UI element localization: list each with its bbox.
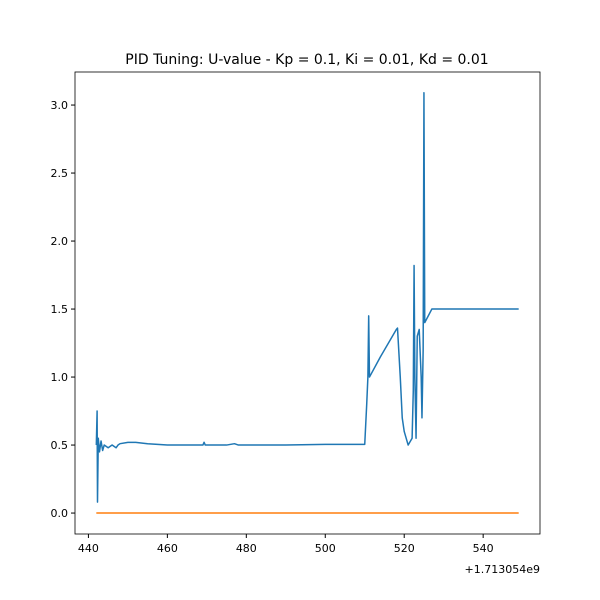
y-tick-label: 1.0 xyxy=(51,371,69,384)
x-tick-label: 540 xyxy=(473,542,494,555)
x-offset-label: +1.713054e9 xyxy=(465,563,540,576)
y-tick-label: 1.5 xyxy=(51,303,69,316)
x-tick-label: 460 xyxy=(157,542,178,555)
x-tick-label: 440 xyxy=(78,542,99,555)
axes-frame xyxy=(74,71,541,535)
y-tick-label: 2.0 xyxy=(51,235,69,248)
x-tick-label: 500 xyxy=(315,542,336,555)
chart-title: PID Tuning: U-value - Kp = 0.1, Ki = 0.0… xyxy=(125,52,488,68)
y-tick-label: 2.5 xyxy=(51,167,69,180)
y-tick-label: 0.5 xyxy=(51,439,69,452)
y-tick-label: 0.0 xyxy=(51,507,69,520)
y-tick-label: 3.0 xyxy=(51,99,69,112)
x-tick-label: 520 xyxy=(394,542,415,555)
x-tick-label: 480 xyxy=(236,542,257,555)
line xyxy=(95,92,519,503)
